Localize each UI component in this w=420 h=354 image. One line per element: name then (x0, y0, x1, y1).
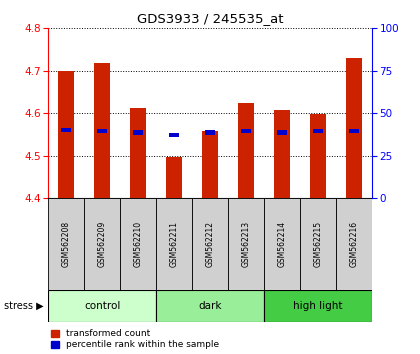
Bar (264, 198, 300, 290)
Bar (61, 128, 71, 132)
Bar (202, 131, 218, 198)
Bar (264, 290, 372, 322)
Bar (120, 198, 156, 290)
Bar (205, 130, 215, 135)
Bar (48, 290, 156, 322)
Bar (156, 198, 192, 290)
Bar (241, 129, 251, 133)
Bar (133, 130, 143, 135)
Text: GSM562213: GSM562213 (241, 221, 250, 267)
Legend: transformed count, percentile rank within the sample: transformed count, percentile rank withi… (51, 329, 219, 349)
Bar (274, 110, 290, 198)
Bar (166, 157, 182, 198)
Bar (48, 198, 84, 290)
Text: stress ▶: stress ▶ (4, 301, 44, 311)
Bar (192, 198, 228, 290)
Text: high light: high light (293, 301, 343, 311)
Bar (349, 129, 359, 133)
Bar (130, 108, 146, 198)
Bar (228, 198, 264, 290)
Text: GSM562209: GSM562209 (98, 221, 107, 267)
Bar (156, 290, 264, 322)
Bar (310, 114, 326, 198)
Text: control: control (84, 301, 121, 311)
Bar (336, 198, 372, 290)
Bar (300, 198, 336, 290)
Bar (346, 58, 362, 198)
Bar (169, 133, 179, 137)
Bar (58, 71, 74, 198)
Bar (277, 130, 287, 135)
Text: GSM562210: GSM562210 (134, 221, 143, 267)
Text: GSM562215: GSM562215 (313, 221, 322, 267)
Text: dark: dark (198, 301, 222, 311)
Text: GSM562211: GSM562211 (170, 221, 178, 267)
Bar (97, 129, 107, 133)
Text: GSM562212: GSM562212 (205, 221, 215, 267)
Bar (238, 103, 254, 198)
Bar (84, 198, 120, 290)
Text: GSM562216: GSM562216 (349, 221, 358, 267)
Bar (94, 63, 110, 198)
Bar (313, 129, 323, 133)
Text: GDS3933 / 245535_at: GDS3933 / 245535_at (137, 12, 283, 25)
Text: GSM562208: GSM562208 (62, 221, 71, 267)
Text: GSM562214: GSM562214 (277, 221, 286, 267)
